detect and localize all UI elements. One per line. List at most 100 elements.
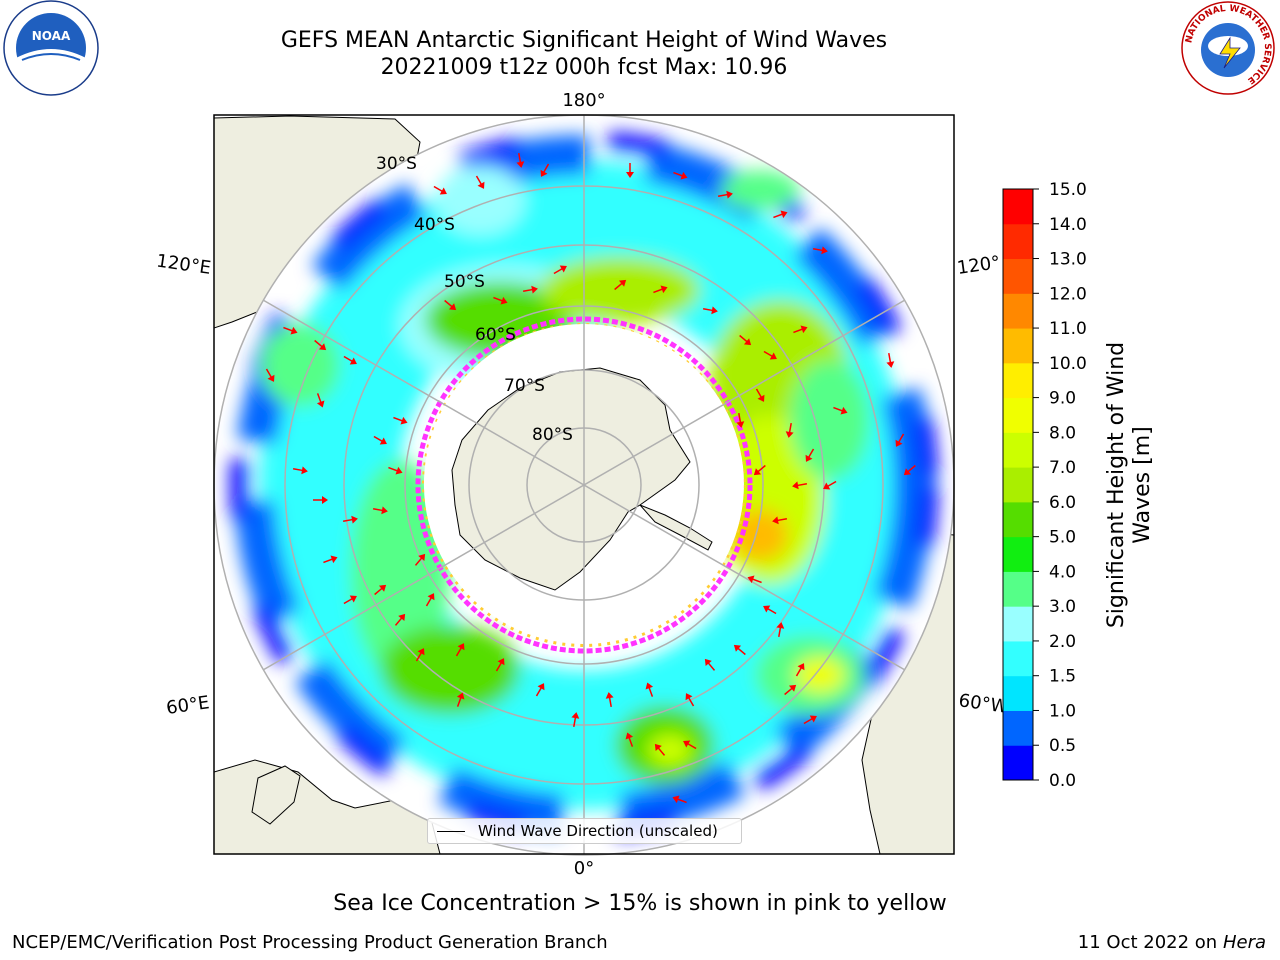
colorbar-segment [1003, 571, 1033, 607]
wind-wave-arrow [372, 506, 388, 515]
wind-wave-arrow [805, 448, 815, 462]
lat-label-40s: 40°S [414, 215, 455, 235]
wind-wave-arrow [553, 265, 567, 275]
wind-wave-arrow [792, 481, 808, 490]
lat-label-80s: 80°S [532, 425, 573, 445]
sea-ice-note: Sea Ice Concentration > 15% is shown in … [333, 891, 947, 916]
wind-wave-arrow [683, 740, 697, 750]
wind-wave-arrow [323, 555, 338, 564]
lon-label-60w: 60°W [957, 690, 1009, 718]
wind-wave-arrow [283, 326, 298, 335]
wind-wave-arrow [388, 466, 403, 475]
wind-wave-arrow [456, 692, 465, 707]
wind-wave-arrow [645, 682, 654, 697]
colorbar-segment [1003, 328, 1033, 364]
wind-wave-arrow [475, 175, 485, 189]
wind-wave-arrow [292, 466, 308, 475]
wind-wave-arrow [605, 692, 614, 708]
wind-wave-arrow [736, 412, 745, 428]
colorbar-segment [1003, 258, 1033, 294]
colorbar-tick-label: 0.5 [1049, 736, 1076, 756]
colorbar-tick-label: 11.0 [1049, 319, 1087, 339]
colorbar-segment [1003, 432, 1033, 468]
wind-wave-arrow [374, 584, 387, 596]
wind-wave-arrow [433, 185, 447, 195]
map-frame [213, 114, 955, 855]
colorbar-frame [1002, 188, 1034, 781]
wind-wave-arrow [733, 644, 746, 656]
lon-label-120e: 120°E [155, 251, 212, 279]
wind-wave-arrow [672, 795, 687, 804]
colorbar-segment [1003, 189, 1033, 225]
wind-wave-arrow [535, 683, 545, 697]
wind-wave-arrow [785, 422, 794, 438]
antarctic-peninsula-land [639, 504, 713, 551]
colorbar-tick-label: 2.0 [1049, 632, 1076, 652]
lat-label-60s: 60°S [475, 325, 516, 345]
lat-label-30s: 30°S [376, 154, 417, 174]
wind-wave-arrow [763, 350, 777, 360]
colorbar-tick-label: 14.0 [1049, 215, 1087, 235]
wind-wave-arrow [614, 279, 627, 291]
wind-wave-arrow [673, 171, 688, 180]
colorbar-segment [1003, 362, 1033, 399]
colorbar-tick-label: 0.0 [1049, 771, 1076, 791]
colorbar [1003, 189, 1033, 781]
colorbar-segment [1003, 710, 1033, 746]
lon-label-120w: 120° [956, 252, 1002, 279]
wind-wave-arrow [522, 285, 538, 294]
wind-wave-arrow [495, 658, 505, 672]
wind-wave-arrow [394, 613, 406, 626]
wind-wave-arrow [313, 496, 328, 504]
wind-wave-arrow [653, 285, 668, 294]
noaa-logo: NOAA [3, 0, 99, 96]
wind-wave-arrow [803, 715, 817, 725]
legend-label: Wind Wave Direction (unscaled) [478, 822, 718, 840]
colorbar-segment [1003, 397, 1033, 433]
wind-wave-arrow [493, 296, 508, 305]
wind-wave-arrow [414, 553, 426, 566]
colorbar-tick-label: 3.0 [1049, 597, 1076, 617]
wind-wave-arrow [314, 339, 327, 351]
colorbar-label: Significant Height of Wind Waves [m] [1104, 341, 1155, 629]
colorbar-tick-label: 5.0 [1049, 528, 1076, 548]
wind-wave-arrow [784, 684, 797, 696]
wind-wave-arrows [265, 152, 916, 804]
wind-wave-arrow [763, 605, 777, 615]
colorbar-tick-label: 9.0 [1049, 389, 1076, 409]
colorbar-tick-label: 13.0 [1049, 250, 1087, 270]
madagascar-land [251, 765, 301, 825]
wind-wave-arrow [393, 416, 408, 425]
wind-wave-arrow [833, 406, 848, 415]
colorbar-tick-label: 15.0 [1049, 180, 1087, 200]
colorbar-segment [1003, 536, 1033, 572]
colorbar-tick-label: 1.0 [1049, 701, 1076, 721]
colorbar-ticks: 0.0 0.5 1.0 1.5 2.0 3.0 4.0 5.0 6.0 7.0 8.0 9.0 10.0… [1033, 180, 1087, 791]
colorbar-segment [1003, 606, 1033, 642]
legend-line-swatch [437, 831, 465, 832]
wind-wave-arrow [793, 325, 808, 334]
lat-label-50s: 50°S [444, 272, 485, 292]
wind-wave-arrow [795, 663, 805, 677]
wind-wave-arrow [425, 593, 435, 607]
map-legend: Wind Wave Direction (unscaled) [427, 818, 742, 844]
wind-wave-arrow [895, 433, 905, 447]
footer-date-text: 11 Oct 2022 on [1077, 932, 1218, 953]
wind-wave-arrow [342, 515, 358, 524]
wind-wave-arrow [704, 658, 716, 671]
colorbar-tick-label: 8.0 [1049, 423, 1076, 443]
lat-label-70s: 70°S [504, 376, 545, 396]
colorbar-tick-label: 7.0 [1049, 458, 1076, 478]
colorbar-segment [1003, 501, 1033, 538]
wind-wave-arrow [654, 743, 666, 756]
lon-label-0: 0° [574, 858, 594, 879]
colorbar-tick-label: 12.0 [1049, 284, 1087, 304]
colorbar-segment [1003, 223, 1033, 260]
wind-wave-arrow [265, 368, 275, 382]
wind-wave-arrow [516, 152, 525, 168]
wind-wave-arrow [444, 299, 457, 311]
wind-wave-arrow [773, 210, 788, 219]
antarctica-land [451, 367, 691, 591]
wind-wave-arrow [823, 480, 837, 490]
